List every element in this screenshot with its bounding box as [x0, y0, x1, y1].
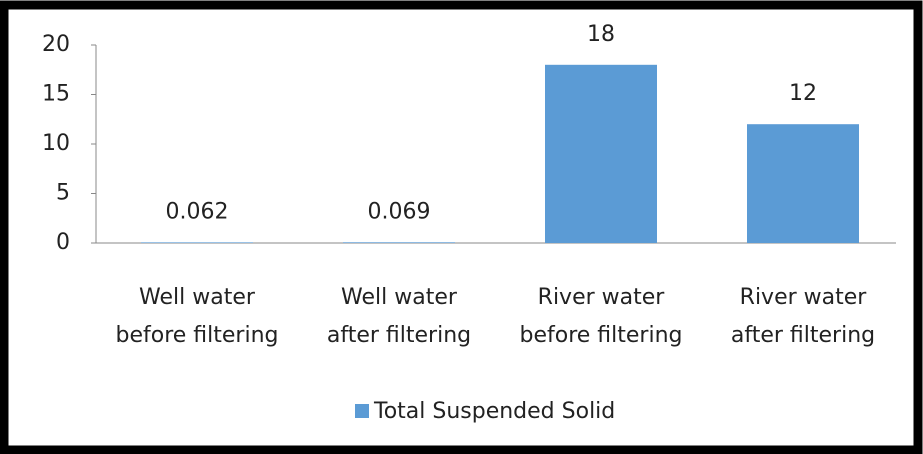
y-tick-label: 20 [42, 32, 70, 57]
bar [747, 124, 859, 243]
value-label: 0.062 [166, 199, 229, 224]
value-label: 0.069 [368, 199, 431, 224]
legend-label: Total Suspended Solid [373, 399, 615, 424]
value-label: 12 [789, 81, 817, 106]
y-tick-label: 0 [56, 230, 70, 255]
x-tick-label: River water after filtering [731, 285, 875, 348]
y-tick-label: 10 [42, 131, 70, 156]
value-label: 18 [587, 22, 615, 47]
y-tick-label: 5 [56, 181, 70, 206]
x-tick-label: Well water after filtering [327, 285, 471, 348]
y-tick-label: 15 [42, 82, 70, 107]
legend-swatch [355, 404, 369, 418]
bar [141, 242, 253, 243]
bar [545, 64, 657, 243]
bar [343, 242, 455, 243]
x-tick-label: River water before filtering [520, 285, 683, 348]
x-tick-label: Well water before filtering [116, 285, 279, 348]
